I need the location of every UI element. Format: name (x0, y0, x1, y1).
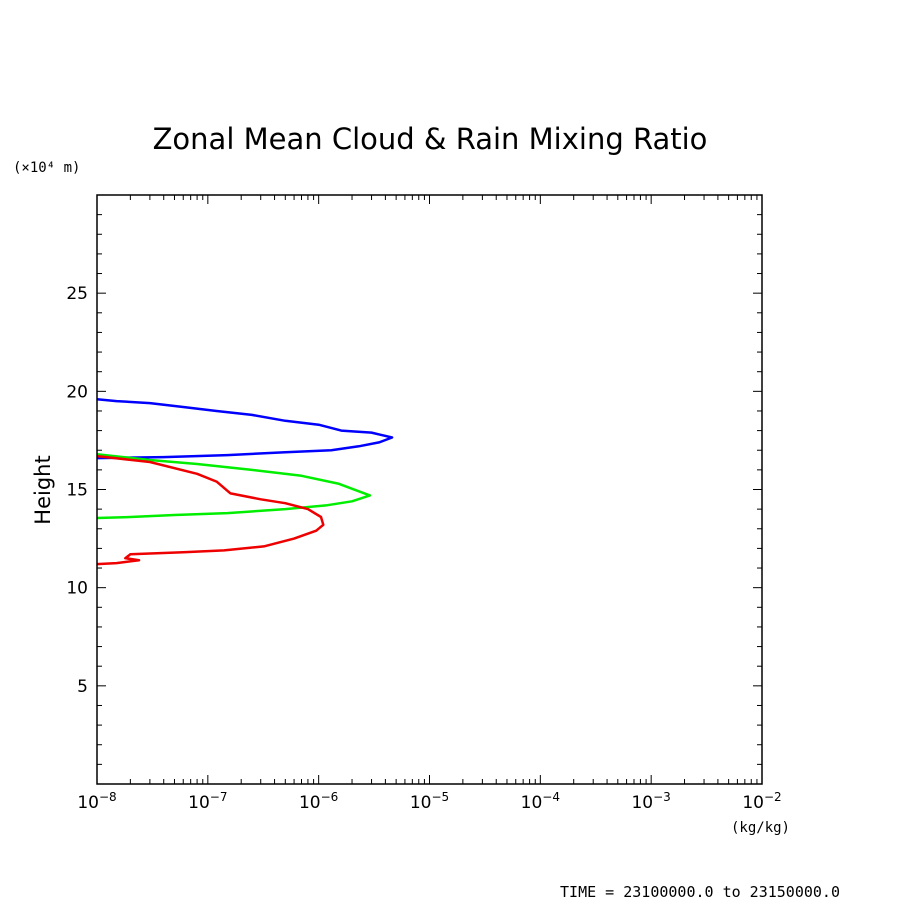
x-tick-labels: 10−8 10−7 10−6 10−5 10−4 10−3 10−2 (77, 790, 781, 813)
y-axis-unit: (×10⁴ m) (13, 160, 80, 176)
x-tick-label: 10−7 (188, 790, 227, 813)
series-line-3 (96, 454, 325, 566)
chart-title: Zonal Mean Cloud & Rain Mixing Ratio (153, 122, 708, 156)
y-tick-label: 10 (66, 579, 88, 599)
y-axis-label: Height (31, 455, 55, 524)
x-axis-unit: (kg/kg) (731, 820, 790, 836)
series-line-2 (96, 452, 372, 520)
y-tick-label: 5 (77, 677, 88, 697)
x-tick-label: 10−2 (742, 790, 781, 813)
y-tick-labels: 5 10 15 20 25 (66, 284, 88, 697)
y-tick-label: 15 (66, 481, 88, 501)
x-tick-label: 10−5 (410, 790, 449, 813)
axis-ticks (96, 195, 762, 784)
series-lines (96, 397, 394, 566)
x-tick-label: 10−6 (299, 790, 338, 813)
plot-frame (96, 194, 763, 785)
x-tick-label: 10−8 (77, 790, 116, 813)
series-line-1 (96, 397, 394, 460)
x-tick-label: 10−3 (631, 790, 670, 813)
y-tick-label: 20 (66, 382, 88, 402)
time-footer: TIME = 23100000.0 to 23150000.0 (560, 883, 840, 901)
x-tick-label: 10−4 (521, 790, 560, 813)
y-tick-label: 25 (66, 284, 88, 304)
